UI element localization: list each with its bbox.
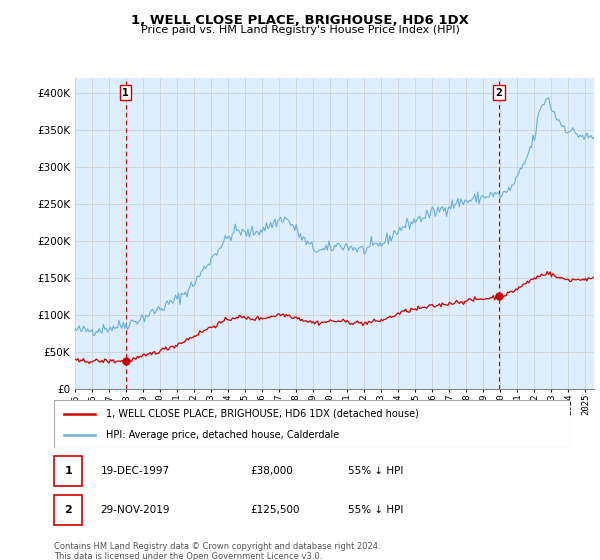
Text: 2: 2 <box>64 505 72 515</box>
Text: 1, WELL CLOSE PLACE, BRIGHOUSE, HD6 1DX: 1, WELL CLOSE PLACE, BRIGHOUSE, HD6 1DX <box>131 14 469 27</box>
Text: 1, WELL CLOSE PLACE, BRIGHOUSE, HD6 1DX (detached house): 1, WELL CLOSE PLACE, BRIGHOUSE, HD6 1DX … <box>106 409 418 419</box>
Text: 29-NOV-2019: 29-NOV-2019 <box>100 505 170 515</box>
Text: £125,500: £125,500 <box>250 505 299 515</box>
Text: 55% ↓ HPI: 55% ↓ HPI <box>348 505 403 515</box>
Text: 55% ↓ HPI: 55% ↓ HPI <box>348 466 403 476</box>
Bar <box>54 495 82 525</box>
Text: £38,000: £38,000 <box>250 466 293 476</box>
Bar <box>54 456 82 486</box>
Text: 2: 2 <box>496 88 502 98</box>
Text: Contains HM Land Registry data © Crown copyright and database right 2024.
This d: Contains HM Land Registry data © Crown c… <box>54 542 380 560</box>
Text: 19-DEC-1997: 19-DEC-1997 <box>100 466 170 476</box>
Text: 1: 1 <box>122 88 129 98</box>
Text: 1: 1 <box>64 466 72 476</box>
Text: HPI: Average price, detached house, Calderdale: HPI: Average price, detached house, Cald… <box>106 430 339 440</box>
Text: Price paid vs. HM Land Registry's House Price Index (HPI): Price paid vs. HM Land Registry's House … <box>140 25 460 35</box>
